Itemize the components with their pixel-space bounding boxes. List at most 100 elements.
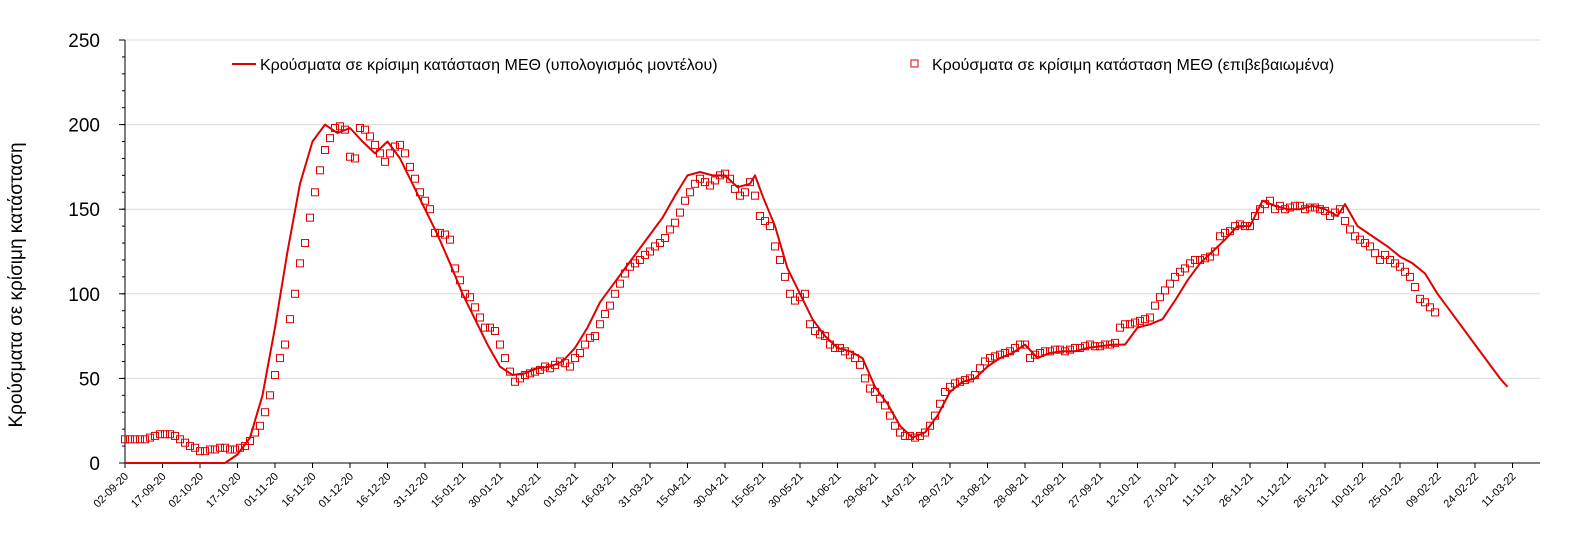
- data-point: [1366, 242, 1374, 251]
- data-point: [566, 362, 574, 371]
- data-point: [1181, 264, 1189, 273]
- x-tick-label: 25-01-22: [1366, 471, 1406, 511]
- data-point: [1121, 320, 1129, 329]
- x-tick-label: 27-10-21: [1141, 471, 1181, 511]
- data-point: [681, 196, 689, 205]
- data-point: [481, 323, 489, 332]
- data-point: [211, 445, 219, 454]
- x-tick-label: 27-09-21: [1066, 471, 1106, 511]
- data-point: [316, 166, 324, 175]
- data-point: [616, 279, 624, 288]
- data-point: [261, 408, 269, 417]
- data-point: [746, 178, 754, 187]
- data-point: [126, 435, 134, 444]
- data-point: [821, 332, 829, 341]
- data-point: [291, 289, 299, 298]
- legend: Κρούσματα σε κρίσιμη κατάσταση ΜΕΘ (υπολ…: [232, 57, 1334, 74]
- data-point: [656, 239, 664, 248]
- data-point: [306, 213, 314, 222]
- data-point: [751, 191, 759, 200]
- x-tick-label: 14-07-21: [879, 471, 919, 511]
- x-tick-label: 02-10-20: [166, 471, 206, 511]
- x-tick-label: 17-10-20: [204, 471, 244, 511]
- data-point: [941, 387, 949, 396]
- x-tick-label: 12-09-21: [1029, 471, 1069, 511]
- x-tick-label: 15-04-21: [654, 471, 694, 511]
- data-point: [926, 421, 934, 430]
- data-point: [646, 247, 654, 256]
- data-point: [446, 235, 454, 244]
- data-point: [636, 255, 644, 264]
- x-tick-label: 01-03-21: [541, 471, 581, 511]
- data-point: [1081, 342, 1089, 351]
- x-tick-label: 01-11-20: [242, 471, 281, 510]
- data-point: [1151, 301, 1159, 310]
- data-point: [986, 354, 994, 363]
- data-point: [976, 364, 984, 373]
- x-tick-label: 09-02-22: [1404, 471, 1444, 511]
- legend-confirmed-label: Κρούσματα σε κρίσιμη κατάσταση ΜΕΘ (επιβ…: [932, 57, 1334, 74]
- data-point: [1126, 320, 1134, 329]
- x-tick-label: 11-11-21: [1180, 471, 1218, 509]
- x-tick-label: 15-05-21: [729, 471, 769, 511]
- data-point: [1156, 293, 1164, 302]
- x-axis-ticks: 02-09-2017-09-2002-10-2017-10-2001-11-20…: [91, 463, 1519, 511]
- data-point: [476, 313, 484, 322]
- data-point: [1346, 225, 1354, 234]
- x-tick-label: 28-08-21: [991, 471, 1031, 511]
- data-point: [351, 154, 359, 163]
- data-point: [686, 188, 694, 197]
- data-point: [401, 149, 409, 158]
- x-tick-label: 24-02-22: [1441, 471, 1481, 511]
- data-point: [201, 447, 209, 456]
- x-tick-label: 14-02-21: [504, 471, 544, 511]
- data-point: [581, 340, 589, 349]
- data-point: [216, 443, 224, 452]
- data-point: [226, 445, 234, 454]
- data-point: [1056, 345, 1064, 354]
- data-point: [1141, 315, 1149, 324]
- y-tick-label: 150: [68, 200, 100, 221]
- data-point: [721, 169, 729, 178]
- data-point: [1131, 318, 1139, 327]
- data-point: [856, 360, 864, 369]
- data-point: [406, 162, 414, 171]
- axes: [124, 40, 1540, 464]
- data-point: [186, 442, 194, 451]
- model-line: [125, 123, 1509, 464]
- data-point: [441, 230, 449, 239]
- y-tick-label: 0: [89, 454, 100, 475]
- data-point: [1426, 303, 1434, 312]
- data-point: [356, 123, 364, 132]
- legend-model-label: Κρούσματα σε κρίσιμη κατάσταση ΜΕΘ (υπολ…: [260, 57, 718, 74]
- data-point: [346, 152, 354, 161]
- grid-lines: [125, 39, 1540, 379]
- data-point: [256, 421, 264, 430]
- x-tick-label: 30-04-21: [691, 471, 731, 511]
- data-point: [576, 349, 584, 358]
- data-point: [321, 145, 329, 154]
- data-point: [361, 125, 369, 134]
- x-tick-label: 16-12-20: [354, 471, 394, 511]
- x-tick-label: 29-07-21: [916, 471, 956, 511]
- data-point: [671, 218, 679, 227]
- x-tick-label: 10-01-22: [1329, 471, 1369, 511]
- x-tick-label: 16-03-21: [579, 471, 619, 511]
- data-point: [501, 354, 509, 363]
- data-point: [991, 352, 999, 361]
- data-point: [606, 301, 614, 310]
- data-point: [1431, 308, 1439, 317]
- data-point: [386, 149, 394, 158]
- x-tick-label: 31-12-20: [391, 471, 431, 511]
- data-point: [156, 430, 164, 439]
- data-point: [151, 431, 159, 440]
- data-point: [296, 259, 304, 268]
- data-point: [1221, 228, 1229, 237]
- data-point: [756, 211, 764, 220]
- data-point: [1341, 217, 1349, 226]
- data-point: [366, 132, 374, 141]
- data-point: [1421, 298, 1429, 307]
- data-point: [611, 289, 619, 298]
- data-point: [661, 233, 669, 242]
